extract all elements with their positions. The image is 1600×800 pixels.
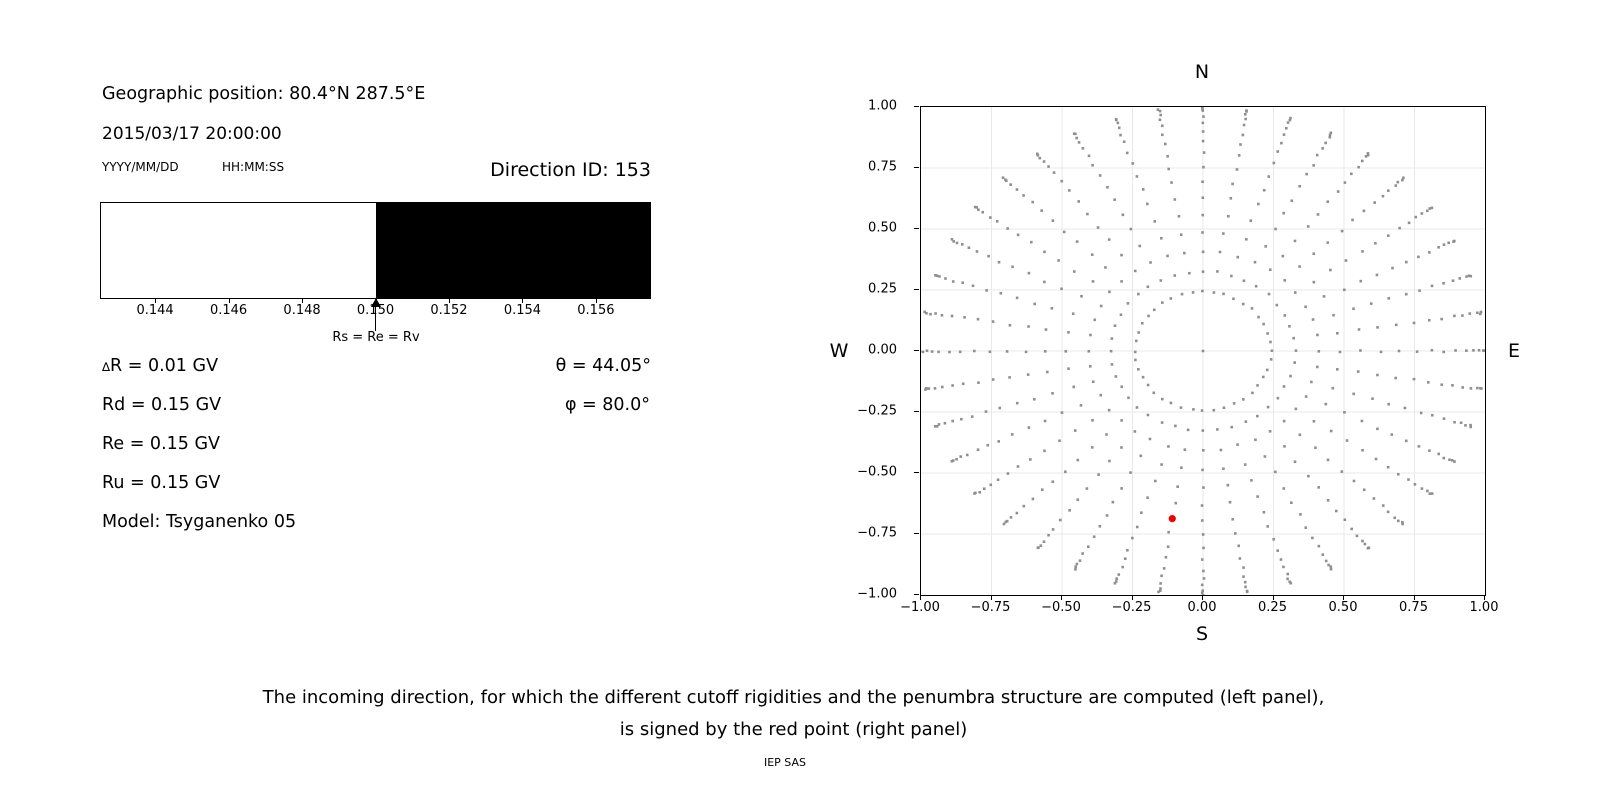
x-tick-label: −0.75 xyxy=(970,600,1011,615)
direction-plot-svg xyxy=(921,107,1485,595)
y-tick-mark xyxy=(914,289,919,290)
direction-id-text: Direction ID: 153 xyxy=(490,159,651,181)
caption-line-2: is signed by the red point (right panel) xyxy=(619,719,968,740)
y-tick-mark xyxy=(914,106,919,107)
x-tick-label: −0.25 xyxy=(1111,600,1152,615)
x-tick-mark xyxy=(1272,595,1274,600)
y-tick-label: −1.00 xyxy=(857,586,897,602)
penumbra-tick-mark xyxy=(375,299,377,303)
cardinal-label-north: N xyxy=(1194,61,1210,83)
credit-text: IEP SAS xyxy=(763,756,807,769)
x-tick-label: 0.00 xyxy=(1187,600,1217,615)
x-tick-label: −1.00 xyxy=(900,600,940,615)
y-tick-mark xyxy=(914,228,919,229)
penumbra-tick-mark xyxy=(522,299,524,303)
delta-symbol: ∆ xyxy=(102,360,111,374)
x-tick-mark xyxy=(1343,595,1344,600)
x-tick-label: 0.25 xyxy=(1258,600,1287,615)
x-tick-mark xyxy=(990,595,992,600)
time-format-label: HH:MM:SS xyxy=(222,160,285,174)
y-tick-label: 0.00 xyxy=(868,342,897,358)
y-tick-label: 1.00 xyxy=(868,98,897,114)
x-tick-mark xyxy=(1413,595,1415,600)
x-tick-mark xyxy=(1061,595,1062,600)
y-tick-mark xyxy=(914,533,919,534)
datetime-text: 2015/03/17 20:00:00 xyxy=(102,124,282,144)
param-theta: θ = 44.05° xyxy=(555,356,651,376)
date-format-label: YYYY/MM/DD xyxy=(102,160,179,174)
cardinal-label-south: S xyxy=(1195,623,1209,645)
geographic-position-text: Geographic position: 80.4°N 287.5°E xyxy=(102,84,426,104)
x-tick-mark xyxy=(1202,595,1203,600)
y-tick-label: 0.75 xyxy=(868,159,897,175)
penumbra-tick-label: 0.154 xyxy=(503,303,542,318)
penumbra-tick-mark xyxy=(302,299,304,303)
penumbra-chart xyxy=(100,202,651,299)
x-tick-label: 0.50 xyxy=(1328,600,1358,615)
y-tick-label: 0.25 xyxy=(868,281,897,297)
direction-plot xyxy=(920,106,1486,596)
x-tick-label: 1.00 xyxy=(1469,600,1499,615)
caption-line-1: The incoming direction, for which the di… xyxy=(262,687,1325,708)
y-tick-mark xyxy=(914,594,919,595)
cutoff-arrow-label: Rs = Re = Rv xyxy=(332,330,420,345)
param-phi: φ = 80.0° xyxy=(564,395,650,415)
penumbra-forbidden-band xyxy=(375,203,650,298)
penumbra-tick-label: 0.148 xyxy=(283,303,321,318)
y-tick-mark xyxy=(914,411,919,412)
y-tick-label: −0.25 xyxy=(857,403,897,419)
penumbra-tick-label: 0.150 xyxy=(356,303,395,318)
y-tick-label: −0.50 xyxy=(857,464,897,480)
penumbra-tick-mark xyxy=(155,299,157,303)
x-tick-mark xyxy=(920,595,921,600)
x-tick-label: −0.50 xyxy=(1041,600,1081,615)
cardinal-label-west: W xyxy=(829,340,849,362)
param-ru: Ru = 0.15 GV xyxy=(102,473,221,493)
x-tick-mark xyxy=(1131,595,1133,600)
cutoff-arrow-line xyxy=(374,306,377,331)
param-re: Re = 0.15 GV xyxy=(102,434,220,454)
highlight-red-point xyxy=(1168,515,1176,523)
penumbra-tick-label: 0.152 xyxy=(430,303,468,318)
y-tick-label: 0.50 xyxy=(868,220,897,236)
x-tick-mark xyxy=(1484,595,1485,600)
penumbra-tick-label: 0.156 xyxy=(577,303,615,318)
penumbra-tick-mark xyxy=(228,299,230,303)
y-tick-label: −0.75 xyxy=(857,525,897,541)
y-tick-mark xyxy=(914,472,919,473)
param-model: Model: Tsyganenko 05 xyxy=(102,512,297,532)
penumbra-tick-label: 0.144 xyxy=(136,303,174,318)
cardinal-label-east: E xyxy=(1507,340,1521,362)
param-delta-r: ∆R = 0.01 GV xyxy=(102,356,218,376)
penumbra-tick-mark xyxy=(448,299,450,303)
y-tick-mark xyxy=(914,350,919,351)
penumbra-tick-mark xyxy=(595,299,597,303)
penumbra-tick-label: 0.146 xyxy=(209,303,248,318)
x-tick-label: 0.75 xyxy=(1399,600,1428,615)
param-delta-r-text: R = 0.01 GV xyxy=(110,356,219,376)
param-rd: Rd = 0.15 GV xyxy=(102,395,222,415)
y-tick-mark xyxy=(914,167,919,168)
